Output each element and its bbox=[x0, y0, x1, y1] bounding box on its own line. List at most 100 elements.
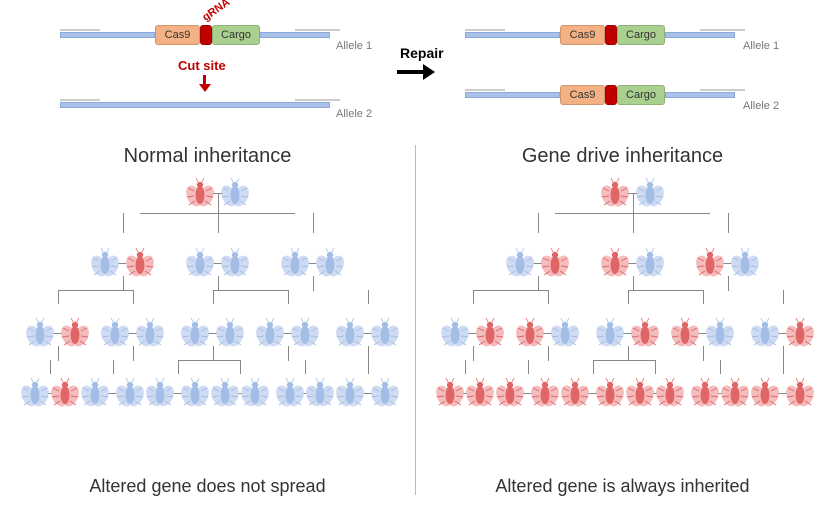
pedigree-connector bbox=[703, 360, 704, 361]
cutsite-arrow-icon bbox=[198, 75, 212, 93]
fly-wildtype-icon bbox=[315, 248, 345, 278]
fly-altered-icon bbox=[695, 248, 725, 278]
fly-altered-icon bbox=[475, 318, 505, 348]
allele-2-label-left: Allele 2 bbox=[336, 108, 372, 120]
fly-altered-icon bbox=[60, 318, 90, 348]
fly-altered-icon bbox=[690, 378, 720, 408]
fly-altered-icon bbox=[600, 248, 630, 278]
pedigree-connector bbox=[728, 276, 729, 290]
fly-wildtype-icon bbox=[25, 318, 55, 348]
pedigree-connector bbox=[548, 346, 549, 360]
fly-wildtype-icon bbox=[185, 248, 215, 278]
pedigree-connector bbox=[528, 360, 529, 374]
fly-wildtype-icon bbox=[635, 248, 665, 278]
pedigree-connector bbox=[473, 290, 474, 304]
fly-altered-icon bbox=[600, 178, 630, 208]
fly-altered-icon bbox=[785, 378, 815, 408]
fly-wildtype-icon bbox=[80, 378, 110, 408]
fly-altered-icon bbox=[530, 378, 560, 408]
pedigree-connector bbox=[288, 346, 289, 360]
pedigree-connector bbox=[218, 193, 219, 213]
fly-wildtype-icon bbox=[280, 248, 310, 278]
fly-wildtype-icon bbox=[730, 248, 760, 278]
fly-altered-icon bbox=[465, 378, 495, 408]
fly-altered-icon bbox=[785, 318, 815, 348]
pedigree-connector bbox=[218, 290, 219, 291]
pedigree-connector bbox=[783, 290, 784, 304]
fly-wildtype-icon bbox=[595, 318, 625, 348]
grna-box bbox=[200, 25, 212, 45]
fly-altered-icon bbox=[560, 378, 590, 408]
fly-wildtype-icon bbox=[635, 178, 665, 208]
fly-wildtype-icon bbox=[275, 378, 305, 408]
normal-inheritance-panel: Normal inheritance bbox=[0, 135, 415, 505]
left-allele-2 bbox=[60, 90, 340, 120]
pedigree-connector bbox=[465, 360, 466, 374]
pedigree-connector bbox=[213, 290, 288, 291]
pedigree-connector bbox=[123, 290, 124, 291]
fly-altered-icon bbox=[655, 378, 685, 408]
fly-altered-icon bbox=[185, 178, 215, 208]
right-allele-1: Cas9 Cargo bbox=[465, 20, 745, 50]
fly-altered-icon bbox=[435, 378, 465, 408]
pedigree-connector bbox=[288, 360, 289, 361]
pedigree-connector bbox=[473, 346, 474, 360]
pedigree-connector bbox=[123, 213, 124, 233]
pedigree-connector bbox=[305, 360, 306, 374]
pedigree-connector bbox=[123, 276, 124, 290]
fly-wildtype-icon bbox=[180, 378, 210, 408]
fly-altered-icon bbox=[595, 378, 625, 408]
fly-wildtype-icon bbox=[505, 248, 535, 278]
pedigree-connector bbox=[783, 360, 784, 374]
normal-pedigree bbox=[15, 178, 400, 438]
pedigree-connector bbox=[628, 290, 703, 291]
pedigree-connector bbox=[473, 360, 474, 361]
fly-wildtype-icon bbox=[20, 378, 50, 408]
fly-altered-icon bbox=[750, 378, 780, 408]
fly-wildtype-icon bbox=[210, 378, 240, 408]
cas9-box: Cas9 bbox=[560, 85, 605, 105]
cargo-label: Cargo bbox=[626, 89, 656, 101]
pedigree-connector bbox=[178, 360, 179, 374]
fly-wildtype-icon bbox=[135, 318, 165, 348]
pedigree-connector bbox=[538, 290, 539, 291]
cargo-box: Cargo bbox=[617, 25, 665, 45]
fly-wildtype-icon bbox=[220, 178, 250, 208]
fly-altered-icon bbox=[515, 318, 545, 348]
fly-altered-icon bbox=[630, 318, 660, 348]
pedigree-connector bbox=[633, 193, 634, 213]
grna-box bbox=[605, 85, 617, 105]
fly-altered-icon bbox=[720, 378, 750, 408]
mechanism-diagram: Cas9 Cargo gRNA Allele 1 Cut site Allele… bbox=[0, 0, 830, 135]
fly-wildtype-icon bbox=[145, 378, 175, 408]
cutsite-label: Cut site bbox=[178, 58, 226, 73]
pedigree-connector bbox=[593, 360, 656, 361]
fly-altered-icon bbox=[625, 378, 655, 408]
fly-wildtype-icon bbox=[550, 318, 580, 348]
pedigree-connector bbox=[218, 213, 219, 233]
fly-wildtype-icon bbox=[220, 248, 250, 278]
drive-inheritance-panel: Gene drive inheritance bbox=[415, 135, 830, 505]
fly-wildtype-icon bbox=[90, 248, 120, 278]
pedigree-connector bbox=[240, 360, 241, 374]
inheritance-panels: Normal inheritance bbox=[0, 135, 830, 505]
pedigree-connector bbox=[313, 213, 314, 233]
pedigree-connector bbox=[728, 290, 729, 291]
left-allele-1: Cas9 Cargo bbox=[60, 20, 340, 50]
pedigree-connector bbox=[628, 360, 629, 361]
grna-box bbox=[605, 25, 617, 45]
cas9-box: Cas9 bbox=[155, 25, 200, 45]
pedigree-connector bbox=[368, 346, 369, 360]
pedigree-connector bbox=[628, 346, 629, 360]
fly-wildtype-icon bbox=[100, 318, 130, 348]
fly-wildtype-icon bbox=[290, 318, 320, 348]
pedigree-connector bbox=[368, 360, 369, 374]
pedigree-connector bbox=[593, 360, 594, 374]
fly-wildtype-icon bbox=[335, 378, 365, 408]
cas9-label: Cas9 bbox=[165, 29, 191, 41]
pedigree-connector bbox=[178, 360, 241, 361]
cas9-box: Cas9 bbox=[560, 25, 605, 45]
fly-altered-icon bbox=[540, 248, 570, 278]
right-allele-2: Cas9 Cargo bbox=[465, 80, 745, 110]
pedigree-connector bbox=[368, 290, 369, 304]
